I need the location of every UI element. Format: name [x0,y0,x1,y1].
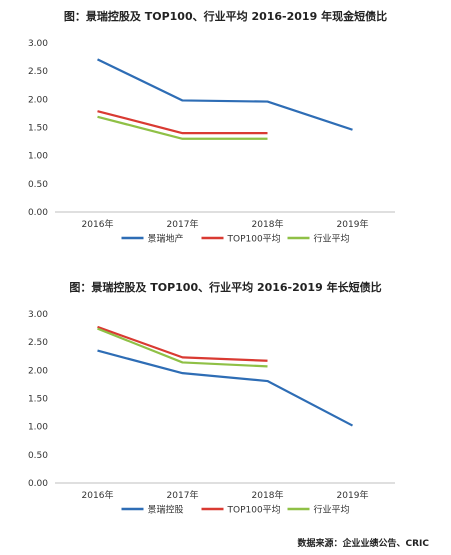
y-tick-label: 1.50 [28,124,48,134]
chart-2-title: 图：景瑞控股及 TOP100、行业平均 2016-2019 年长短债比 [69,281,382,294]
y-tick-label: 0.50 [28,451,48,461]
legend-label: 景瑞控股 [148,504,184,516]
legend-item-2: TOP100平均 [201,233,281,245]
x-tick-label: 2018年 [252,218,284,230]
x-tick-label: 2018年 [252,489,284,501]
y-tick-label: 2.50 [28,67,48,77]
legend-label: 景瑞地产 [148,233,184,245]
series-line-3 [97,327,268,368]
legend-item-3: 行业平均 [287,504,350,516]
legend-item-1: 景瑞控股 [121,504,184,516]
x-tick-label: 2016年 [82,489,114,501]
y-tick-label: 3.00 [28,39,48,49]
x-tick-label: 2016年 [82,218,114,230]
legend-label: 行业平均 [314,504,350,516]
y-tick-label: 1.00 [28,423,48,433]
series-line-3 [97,115,268,140]
y-tick-label: 0.00 [28,208,48,218]
x-tick-label: 2019年 [337,489,369,501]
chart-2-long-short-debt-ratio: 3.00 2.50 2.00 1.50 1.00 0.50 0.00 2016年 2017年 20… [28,310,395,516]
series-line-2 [97,110,268,135]
x-tick-label: 2017年 [167,489,199,501]
series-line-1 [97,349,354,427]
legend-label: TOP100平均 [227,233,281,245]
y-tick-label: 3.00 [28,310,48,320]
y-tick-label: 0.50 [28,180,48,190]
y-tick-label: 1.50 [28,395,48,405]
chart-1-cash-short-debt-ratio: 3.00 2.50 2.00 1.50 1.00 0.50 0.00 2016年 2017年 20… [28,39,395,245]
y-tick-label: 2.50 [28,338,48,348]
y-tick-label: 2.00 [28,366,48,376]
y-tick-label: 0.00 [28,479,48,489]
y-tick-label: 1.00 [28,152,48,162]
chart-1-title: 图：景瑞控股及 TOP100、行业平均 2016-2019 年现金短债比 [63,10,388,23]
x-tick-label: 2017年 [167,218,199,230]
legend-item-2: TOP100平均 [201,504,281,516]
legend-item-3: 行业平均 [287,233,350,245]
legend-label: 行业平均 [314,233,350,245]
legend-item-1: 景瑞地产 [121,233,184,245]
series-line-1 [97,58,353,131]
x-tick-label: 2019年 [337,218,369,230]
series-line-2 [97,325,268,362]
source-note: 数据来源：企业业绩公告、CRIC [297,539,430,549]
y-tick-label: 2.00 [28,95,48,105]
legend-label: TOP100平均 [227,504,281,516]
